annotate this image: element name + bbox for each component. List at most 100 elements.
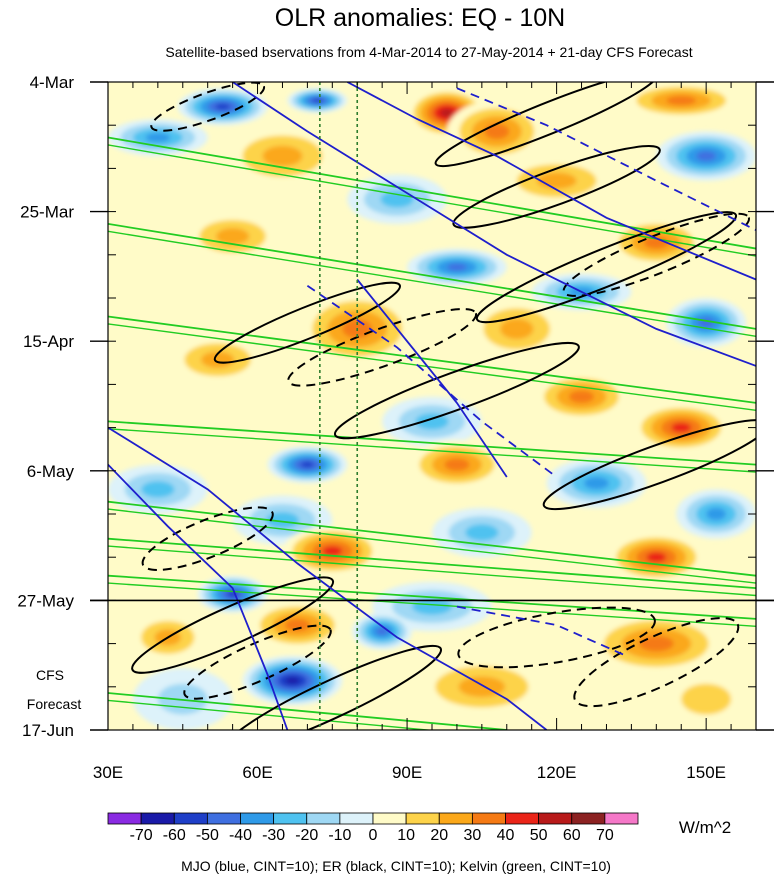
kelvin-contour (108, 315, 756, 404)
colorbar-level-label: -60 (163, 827, 186, 844)
colorbar-level-label: -30 (262, 827, 285, 844)
kelvin-contour (108, 545, 756, 597)
kelvin-contour (108, 428, 756, 473)
colorbar-labels: -70 -60 -50 -40 -30 -20 -10 0 10 20 30 4… (130, 827, 614, 844)
er-contour-negative (150, 82, 266, 132)
colorbar-swatch (538, 812, 573, 825)
colorbar-swatch (505, 812, 540, 825)
x-tick-label: 120E (537, 763, 577, 782)
axis-ticks (90, 81, 774, 731)
anomaly-blob (262, 145, 303, 167)
colorbar-level-label: 0 (369, 827, 378, 844)
colorbar-swatch (571, 812, 606, 825)
er-contour-negative (183, 624, 332, 700)
er-contour (213, 281, 401, 364)
anomaly-blob (638, 635, 674, 652)
contour-legend: MJO (blue, CINT=10); ER (black, CINT=10)… (181, 858, 611, 874)
x-tick-label: 150E (686, 763, 726, 782)
anomaly-blob (312, 98, 323, 103)
kelvin-contour (108, 582, 756, 627)
mjo-contour-negative (456, 87, 756, 231)
anomaly-blob (284, 618, 310, 632)
er-contour (131, 576, 335, 674)
anomaly-blob (465, 524, 499, 541)
y-tick-label: 17-Jun (22, 721, 74, 740)
anomaly-blob (145, 132, 171, 143)
colorbar-level-label: -20 (295, 827, 318, 844)
y-tick-label: 25-Mar (20, 203, 74, 222)
reference-longitudes (319, 82, 359, 730)
kelvin-contour (108, 136, 756, 250)
y-axis-labels: 4-Mar 25-Mar 15-Apr 6-May 27-May 17-Jun (17, 73, 74, 740)
anomaly-blob (380, 191, 414, 208)
kelvin-contour (108, 574, 756, 620)
er-contour (475, 211, 738, 324)
er-contour (542, 419, 756, 511)
anomaly-blob (536, 172, 577, 189)
er-contour (434, 82, 659, 168)
er-contour-negative (457, 606, 656, 669)
y-tick-label: 27-May (17, 591, 74, 610)
colorbar-level-label: 10 (397, 827, 415, 844)
anomaly-blob (696, 151, 717, 161)
colorbar-level-label: -50 (196, 827, 219, 844)
colorbar-swatch (173, 812, 208, 825)
colorbar-swatch (206, 812, 241, 825)
mjo-contour (356, 278, 508, 478)
anomaly-blob (141, 481, 175, 498)
kelvin-contour (108, 508, 756, 584)
anomaly-blob (300, 461, 315, 468)
kelvin-contour (108, 420, 756, 466)
colorbar-level-label: 70 (596, 827, 614, 844)
anomaly-blob (265, 511, 300, 529)
colorbar-level-label: 50 (530, 827, 548, 844)
anomaly-blob (569, 390, 594, 403)
anomaly-blob (285, 677, 300, 685)
er-contour-negative (287, 308, 478, 387)
kelvin-contour (108, 223, 756, 330)
colorbar-swatch (140, 812, 175, 825)
anomaly-blob (484, 123, 510, 140)
anomaly-blob (500, 318, 534, 340)
anomaly-blob (415, 413, 449, 430)
forecast-label: Forecast (27, 696, 82, 712)
colorbar-units: W/m^2 (679, 818, 731, 837)
kelvin-contour (108, 144, 756, 257)
x-tick-label: 60E (242, 763, 272, 782)
er-contour-negative (141, 506, 274, 571)
colorbar-level-label: 30 (463, 827, 481, 844)
colorbar-level-label: 60 (563, 827, 581, 844)
plot-area (108, 82, 756, 730)
er-contour (333, 341, 580, 440)
y-tick-label: 15-Apr (23, 332, 74, 351)
kelvin-contour (108, 323, 756, 411)
anomaly-blob (440, 108, 454, 117)
colorbar-level-label: -70 (130, 827, 153, 844)
colorbar-level-label: -40 (229, 827, 252, 844)
anomaly-blob (201, 351, 235, 368)
mjo-contour (232, 82, 756, 367)
chart-title: OLR anomalies: EQ - 10N (275, 4, 565, 32)
er-contour (222, 644, 443, 730)
kelvin-contour (108, 699, 435, 730)
er-contour (452, 145, 661, 229)
colorbar-swatch (339, 812, 374, 825)
colorbar-swatch (107, 812, 142, 825)
x-tick-label: 30E (93, 763, 123, 782)
colorbar-swatch (372, 812, 407, 825)
mjo-contour-negative (306, 284, 558, 478)
anomaly-blob (666, 95, 697, 106)
colorbar-level-label: -10 (328, 827, 351, 844)
anomaly-blob (216, 228, 250, 245)
y-tick-label: 4-Mar (30, 73, 75, 92)
kelvin-contour (108, 692, 507, 730)
colorbar-swatch (405, 812, 440, 825)
anomaly-blob (706, 507, 727, 521)
kelvin-contour (108, 537, 756, 589)
colorbar-swatch (240, 812, 275, 825)
anomaly-blob (446, 263, 467, 271)
x-axis-labels: 30E 60E 90E 120E 150E (93, 763, 726, 782)
colorbar (107, 812, 639, 825)
colorbar-swatch (306, 812, 341, 825)
